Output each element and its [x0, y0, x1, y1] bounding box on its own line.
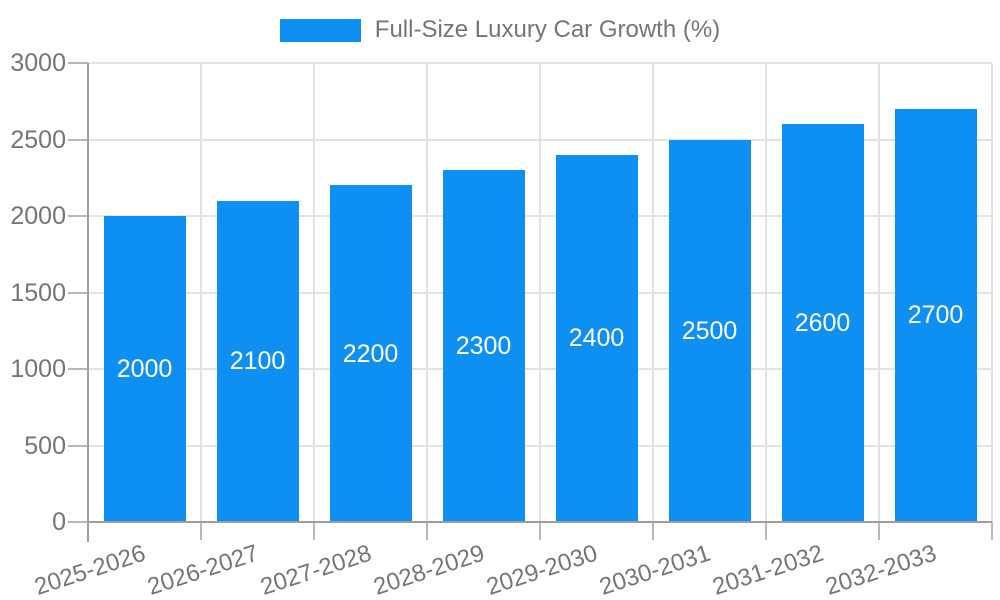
x-axis-label: 2030-2031 [596, 539, 714, 600]
x-axis-label: 2029-2030 [483, 539, 601, 600]
y-axis-label: 1500 [10, 278, 66, 307]
y-axis-line [87, 63, 89, 542]
y-axis-tick [68, 215, 88, 217]
y-axis-label: 500 [24, 431, 66, 460]
y-axis-tick [68, 62, 88, 64]
x-axis-label: 2031-2032 [709, 539, 827, 600]
bar[interactable] [894, 108, 977, 522]
legend[interactable]: Full-Size Luxury Car Growth (%) [0, 16, 1000, 44]
x-axis-tick [652, 522, 654, 540]
x-axis-line [88, 521, 992, 523]
bar-value-label: 2300 [455, 332, 512, 361]
y-axis-label: 1000 [10, 355, 66, 383]
y-axis-label: 2000 [10, 202, 66, 230]
v-gridline [313, 63, 315, 522]
v-gridline [426, 63, 428, 522]
v-gridline [200, 63, 202, 522]
v-gridline [878, 63, 880, 522]
v-gridline [539, 63, 541, 522]
bar-value-label: 2700 [907, 301, 964, 330]
bar[interactable] [781, 124, 864, 522]
bar-value-label: 2500 [681, 316, 738, 345]
bar[interactable] [103, 216, 186, 522]
bar[interactable] [216, 200, 299, 522]
x-axis-tick [765, 522, 767, 540]
y-axis-label: 2500 [10, 125, 66, 154]
x-axis-label: 2027-2028 [257, 539, 375, 600]
x-axis-label: 2026-2027 [144, 539, 262, 600]
legend-label: Full-Size Luxury Car Growth (%) [374, 16, 721, 43]
x-axis-label: 2028-2029 [370, 539, 488, 600]
x-axis-tick [878, 522, 880, 540]
bar-value-label: 2000 [116, 355, 173, 383]
y-axis-tick [68, 444, 88, 447]
y-axis-label: 3000 [10, 49, 66, 77]
y-axis-tick [68, 368, 88, 370]
bar[interactable] [442, 170, 525, 522]
x-axis-label: 2025-2026 [31, 539, 149, 600]
legend-swatch [279, 18, 361, 42]
y-axis-tick [68, 138, 88, 141]
y-axis-tick [68, 521, 88, 523]
x-axis-tick [200, 522, 202, 540]
bar[interactable] [668, 139, 751, 522]
v-gridline [991, 63, 993, 522]
v-gridline [652, 63, 654, 522]
v-gridline [765, 63, 767, 522]
x-axis-tick [426, 522, 428, 540]
x-axis-tick [991, 522, 993, 540]
bar-value-label: 2600 [794, 309, 851, 338]
bar-value-label: 2100 [229, 347, 286, 376]
y-axis-label: 0 [52, 508, 66, 536]
x-axis-tick [539, 522, 541, 540]
bar-value-label: 2200 [342, 339, 399, 368]
bar-value-label: 2400 [568, 324, 625, 353]
x-axis-tick [313, 522, 315, 540]
x-axis-label: 2032-2033 [822, 539, 940, 600]
bar[interactable] [555, 154, 638, 522]
bar[interactable] [329, 185, 412, 522]
y-axis-tick [68, 291, 88, 294]
